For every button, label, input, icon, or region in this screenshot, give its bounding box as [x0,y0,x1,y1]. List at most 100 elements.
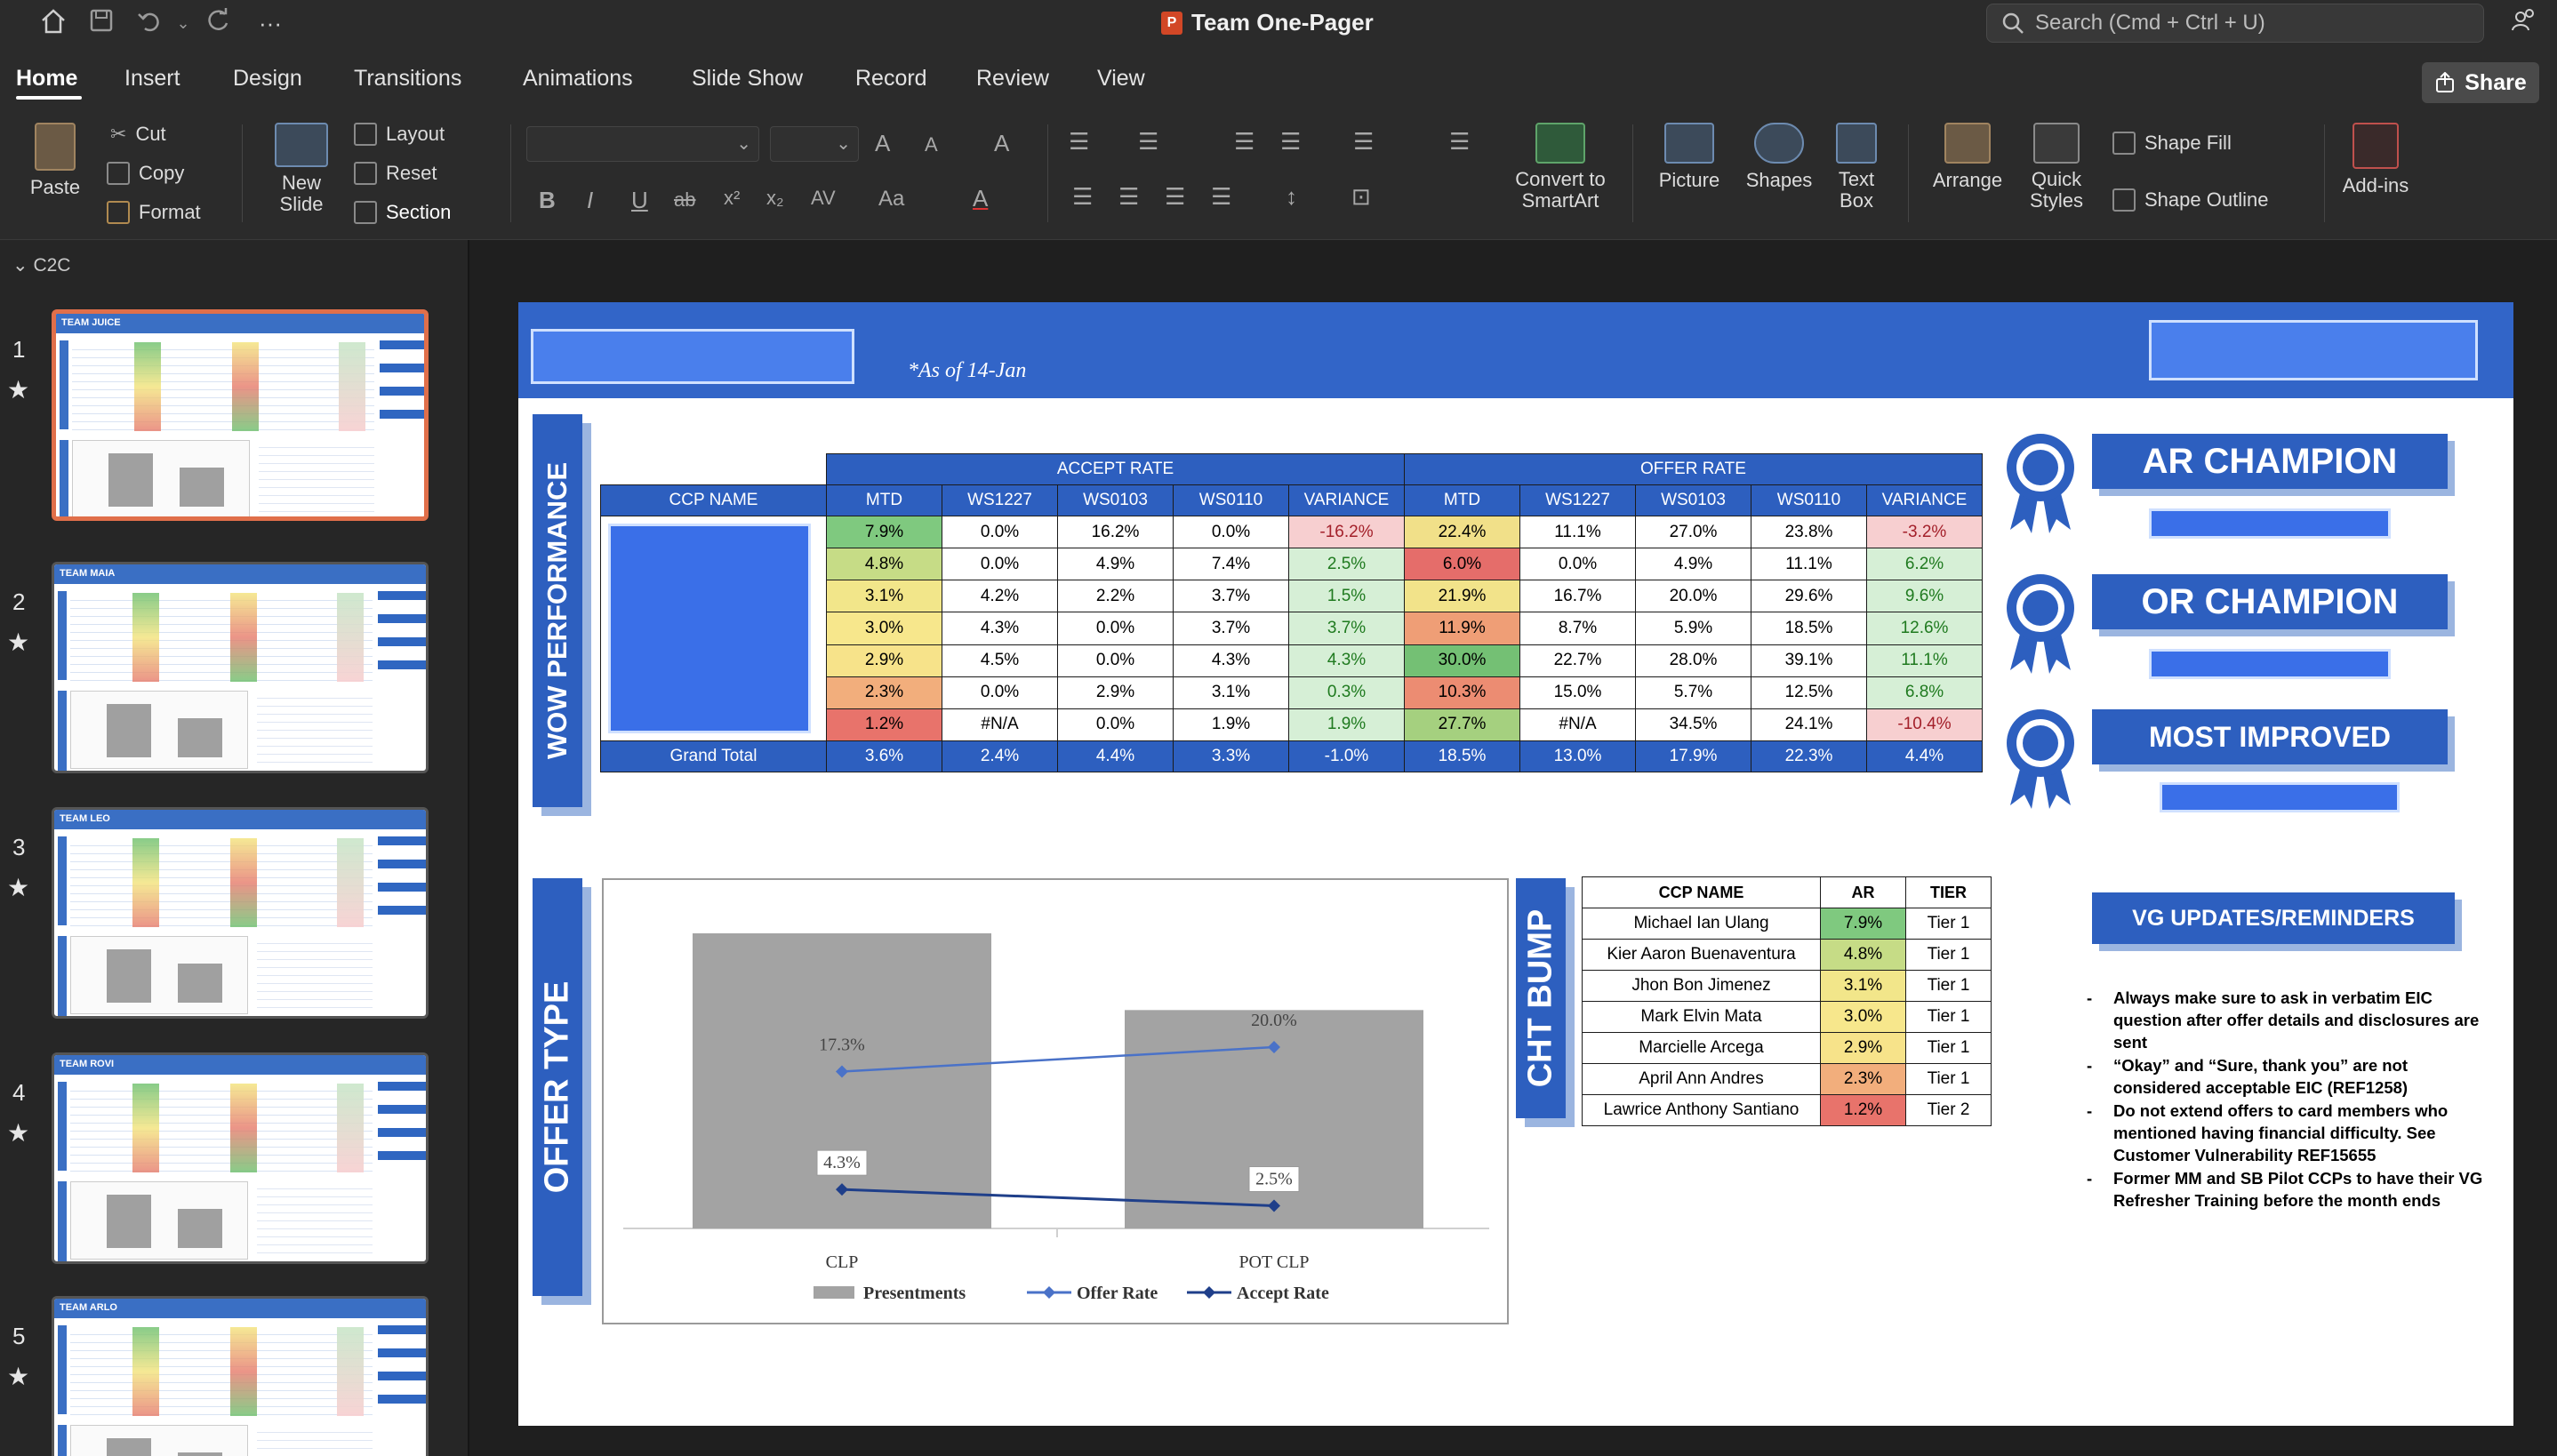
offer-cell: 6.2% [1866,548,1983,581]
picture-button[interactable]: Picture [1650,123,1728,192]
subscript-icon[interactable]: x₂ [766,187,784,209]
copy-button[interactable]: Copy [107,162,184,185]
align-text-icon[interactable]: ⊡ [1351,183,1371,210]
thumb-chart [70,1425,248,1456]
line-spacing-icon[interactable]: ☰ [1353,128,1375,155]
thumb-col [337,1084,364,1172]
cht-tier-cell: Tier 1 [1905,970,1992,1002]
more-icon[interactable]: ··· [259,10,282,36]
shapes-button[interactable]: Shapes [1739,123,1819,192]
accept-cell: 2.2% [1057,580,1174,613]
offer-cell: 30.0% [1404,644,1520,677]
font-size-select[interactable]: ⌄ [770,126,859,162]
tab-insert[interactable]: Insert [124,66,180,91]
accept-rate-header: ACCEPT RATE [826,453,1405,485]
tab-view[interactable]: View [1097,66,1145,91]
strikethrough-icon[interactable]: ab [674,188,696,211]
bullets-icon[interactable]: ☰ [1069,128,1090,155]
slide-thumbnail[interactable]: TEAM ARLO [52,1296,429,1456]
ccp-names-placeholder[interactable] [608,524,811,733]
share-button[interactable]: Share [2422,62,2539,103]
underline-icon[interactable]: U [631,187,648,213]
award-title: OR CHAMPION [2092,574,2448,629]
award-winner-placeholder[interactable] [2149,508,2391,539]
tab-slide-show[interactable]: Slide Show [692,66,804,91]
cut-button[interactable]: ✂ Cut [110,123,166,146]
slide-thumbnail[interactable]: TEAM LEO [52,807,429,1019]
shape-fill-button[interactable]: Shape Fill [2112,132,2232,155]
convert-smartart-button[interactable]: Convert to SmartArt [1503,123,1618,212]
italic-icon[interactable]: I [587,187,594,213]
grow-font-icon[interactable]: A [875,130,891,156]
thumb-col [134,342,161,431]
numbering-icon[interactable]: ☰ [1138,128,1159,155]
slide-canvas[interactable]: *As of 14-Jan WOW PERFORMANCE OFFER TYPE… [518,302,2513,1426]
home-icon[interactable] [37,7,69,39]
change-case-icon[interactable]: Aa [878,187,905,211]
chevron-down-icon[interactable]: ⌄ [176,14,190,32]
increase-indent-icon[interactable]: ☰ [1280,128,1302,155]
logo-placeholder-left[interactable] [531,329,854,384]
new-slide-button[interactable]: New Slide [265,123,338,215]
cht-ar-cell: 4.8% [1820,939,1906,971]
text-direction-icon[interactable]: ↕ [1286,183,1297,210]
section-button[interactable]: Section [354,201,451,224]
award-winner-placeholder[interactable] [2149,649,2391,679]
collab-icon[interactable] [2507,7,2539,39]
reset-button[interactable]: Reset [354,162,437,185]
layout-button[interactable]: Layout [354,123,445,146]
redo-icon[interactable] [203,7,235,39]
save-icon[interactable] [85,7,117,39]
format-painter-button[interactable]: Format [107,201,201,224]
font-color-icon[interactable]: A [973,185,989,212]
quick-styles-button[interactable]: Quick Styles [2018,123,2095,212]
superscript-icon[interactable]: x² [724,187,741,209]
data-label: 2.5% [1255,1170,1293,1189]
thumb-team-name: TEAM ROVI [60,1059,115,1069]
ribbon-divider [2324,124,2325,222]
search-icon [2002,12,2024,34]
font-family-select[interactable]: ⌄ [526,126,759,162]
logo-placeholder-right[interactable] [2149,320,2478,380]
search-input[interactable]: Search (Cmd + Ctrl + U) [1986,4,2484,43]
bold-icon[interactable]: B [539,187,556,213]
section-header[interactable]: ⌄ C2C [12,255,71,276]
grand-total-cell: 3.3% [1173,740,1289,772]
align-right-icon[interactable]: ☰ [1165,183,1186,210]
tab-design[interactable]: Design [233,66,302,91]
award-winner-placeholder[interactable] [2160,782,2400,812]
shrink-font-icon[interactable]: A [925,133,938,156]
ribbon-divider [242,124,243,222]
tab-home[interactable]: Home [16,66,78,91]
justify-icon[interactable]: ☰ [1211,183,1232,210]
align-left-icon[interactable]: ☰ [1072,183,1094,210]
offer-cell: 5.7% [1635,676,1751,709]
cht-tier-cell: Tier 1 [1905,908,1992,940]
tab-animations[interactable]: Animations [523,66,633,91]
cht-ar-cell: 1.2% [1820,1094,1906,1126]
columns-icon[interactable]: ☰ [1449,128,1471,155]
offer-type-chart: 17.3% 20.0% 4.3% 2.5% CLP POT CLP Presentments… [602,878,1509,1324]
text-box-button[interactable]: Text Box [1828,123,1885,212]
character-spacing-icon[interactable]: AV [811,187,836,209]
undo-icon[interactable] [133,7,165,39]
decrease-indent-icon[interactable]: ☰ [1234,128,1255,155]
tab-record[interactable]: Record [855,66,927,91]
cht-name-cell: Lawrice Anthony Santiano [1582,1094,1821,1126]
thumb-team-name: TEAM LEO [60,813,110,824]
tab-transitions[interactable]: Transitions [354,66,462,91]
arrange-button[interactable]: Arrange [1924,123,2011,192]
add-ins-button[interactable]: Add-ins [2338,123,2413,197]
align-center-icon[interactable]: ☰ [1118,183,1140,210]
tab-review[interactable]: Review [976,66,1049,91]
slide-thumbnail[interactable]: TEAM JUICE [52,309,429,521]
shape-outline-button[interactable]: Shape Outline [2112,188,2268,212]
paste-button[interactable]: Paste [20,123,91,199]
slide-thumbnail[interactable]: TEAM MAIA [52,562,429,773]
table-row: 2.3% 0.0% 2.9% 3.1% 0.3% 10.3% 15.0% 5.7% 12.5% 6… [601,676,1983,709]
slide-thumbnail[interactable]: TEAM ROVI [52,1052,429,1264]
layout-icon [354,123,377,146]
cht-ar-cell: 3.0% [1820,1001,1906,1033]
clear-format-icon[interactable]: A [994,130,1010,156]
thumb-col [132,1084,159,1172]
